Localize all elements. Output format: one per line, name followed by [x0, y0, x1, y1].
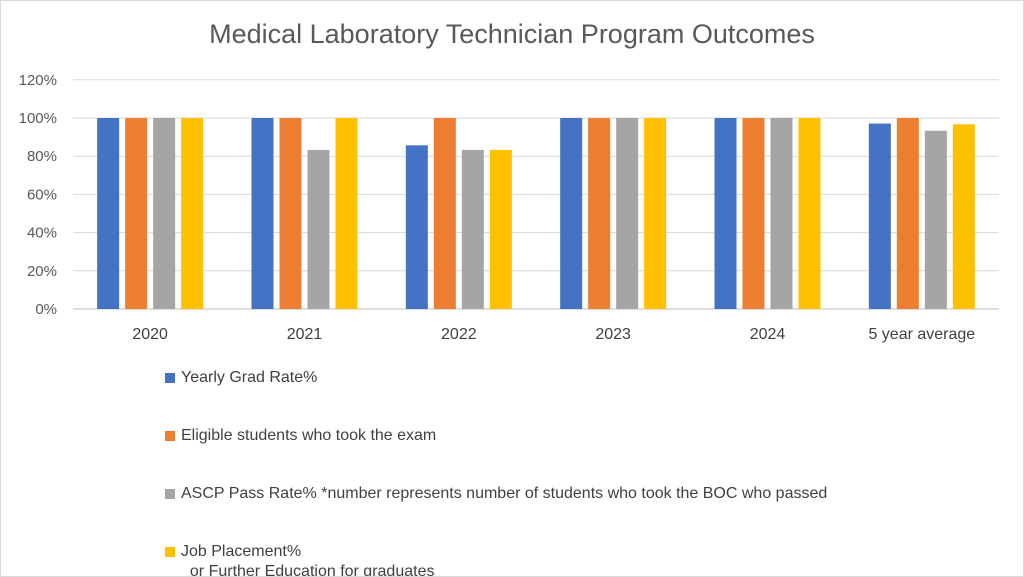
- bar: [952, 124, 975, 309]
- y-tick-label: 80%: [27, 148, 57, 165]
- bar: [433, 118, 456, 309]
- bar: [181, 118, 204, 309]
- y-tick-label: 20%: [27, 263, 57, 280]
- bar: [405, 145, 428, 309]
- bar: [307, 149, 330, 309]
- bar: [616, 118, 639, 309]
- bar: [97, 118, 120, 309]
- x-category-label: 2021: [287, 326, 323, 343]
- bar: [868, 123, 891, 309]
- x-category-label: 5 year average: [868, 326, 975, 343]
- legend-swatch: [165, 373, 175, 383]
- legend-swatch: [165, 431, 175, 441]
- legend-label: Yearly Grad Rate%: [181, 369, 318, 386]
- x-category-label: 2022: [441, 326, 477, 343]
- bar: [335, 118, 358, 309]
- y-tick-label: 60%: [27, 186, 57, 203]
- legend-label: Job Placement% or Further Education for …: [181, 543, 435, 577]
- bar: [588, 118, 611, 309]
- bar: [461, 149, 484, 309]
- x-category-label: 2024: [750, 326, 786, 343]
- bar: [714, 118, 737, 309]
- bar: [251, 118, 274, 309]
- chart-title: Medical Laboratory Technician Program Ou…: [209, 19, 815, 49]
- y-tick-label: 100%: [19, 110, 57, 127]
- bar: [279, 118, 302, 309]
- y-tick-label: 0%: [35, 301, 57, 318]
- bar: [798, 118, 821, 309]
- y-tick-label: 40%: [27, 225, 57, 242]
- legend-swatch: [165, 489, 175, 499]
- bar-chart-plot: 0% 20% 40% 60% 80% 100% 120% 2020 2021 2022 2023 20…: [19, 72, 999, 343]
- legend-label: Eligible students who took the exam: [181, 427, 437, 444]
- bar: [924, 130, 947, 309]
- legend-swatch: [165, 547, 175, 557]
- x-category-label: 2020: [132, 326, 168, 343]
- bar: [644, 118, 667, 309]
- bar: [489, 149, 512, 309]
- x-category-label: 2023: [595, 326, 631, 343]
- legend-label: ASCP Pass Rate% *number represents numbe…: [181, 485, 828, 502]
- bar: [770, 118, 793, 309]
- bar: [560, 118, 583, 309]
- bar: [742, 118, 765, 309]
- bar: [153, 118, 176, 309]
- bar: [896, 118, 919, 309]
- bar: [125, 118, 148, 309]
- y-tick-label: 120%: [19, 72, 57, 89]
